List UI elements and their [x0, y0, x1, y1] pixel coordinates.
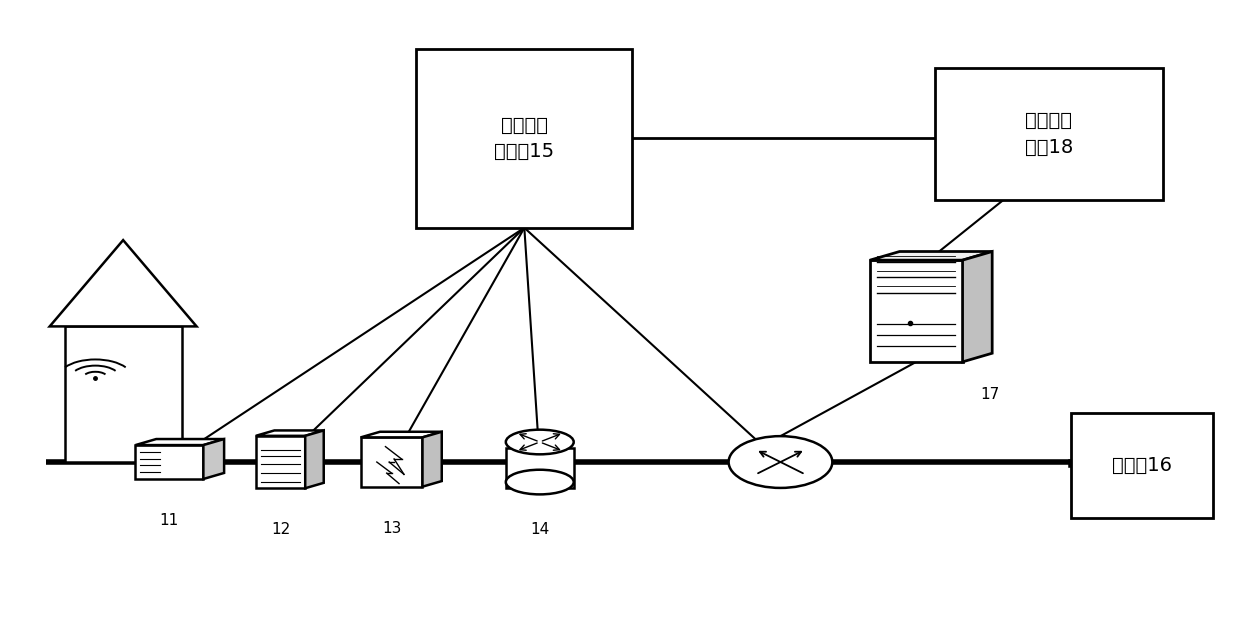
FancyBboxPatch shape [935, 68, 1163, 200]
Text: 数据分析
服务器15: 数据分析 服务器15 [495, 116, 554, 161]
Polygon shape [50, 240, 197, 327]
Text: 17: 17 [981, 386, 999, 402]
Polygon shape [305, 430, 324, 488]
Polygon shape [962, 251, 992, 362]
FancyBboxPatch shape [506, 448, 574, 488]
Polygon shape [135, 445, 203, 479]
Polygon shape [361, 437, 423, 486]
Polygon shape [423, 432, 441, 486]
Text: 13: 13 [382, 521, 402, 536]
Ellipse shape [506, 430, 574, 454]
Polygon shape [870, 260, 962, 362]
Text: 14: 14 [531, 522, 549, 537]
FancyBboxPatch shape [417, 49, 632, 228]
FancyBboxPatch shape [64, 327, 182, 462]
Ellipse shape [506, 470, 574, 494]
Text: 质量监控
中心18: 质量监控 中心18 [1024, 111, 1073, 157]
Polygon shape [203, 439, 224, 479]
Polygon shape [255, 436, 305, 488]
Polygon shape [135, 439, 224, 445]
FancyBboxPatch shape [1070, 413, 1213, 518]
Text: 视频源16: 视频源16 [1111, 455, 1172, 475]
Polygon shape [361, 432, 441, 437]
Text: 11: 11 [160, 513, 179, 528]
Circle shape [729, 436, 832, 488]
Polygon shape [870, 251, 992, 260]
Polygon shape [255, 430, 324, 436]
Text: 12: 12 [270, 522, 290, 537]
